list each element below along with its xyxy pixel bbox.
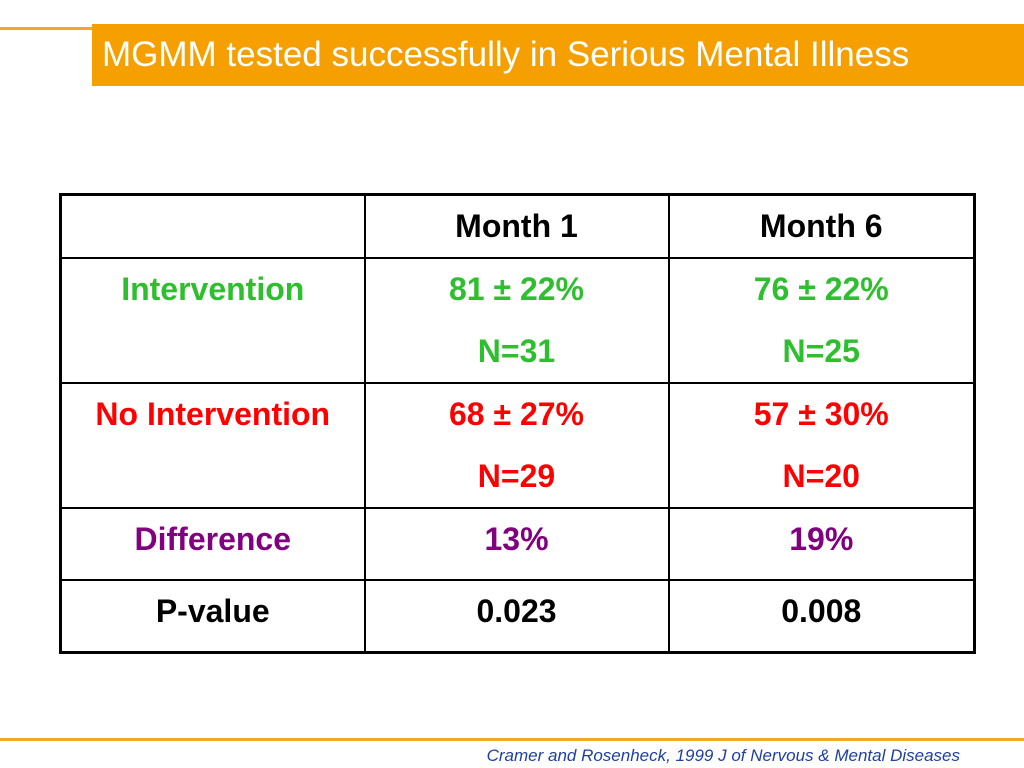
cell-intervention-month6: 76 ± 22% N=25 <box>667 257 976 384</box>
table-header-row: Month 1 Month 6 <box>59 193 976 259</box>
n-intervention-month6: N=25 <box>782 333 860 369</box>
slide-title: MGMM tested successfully in Serious Ment… <box>102 35 910 74</box>
value-difference-month1: 13% <box>484 521 549 557</box>
footer-accent-line <box>0 738 1024 741</box>
value-intervention-month1: 81 ± 22% <box>449 271 584 307</box>
cell-pvalue-month1: 0.023 <box>363 579 670 654</box>
cell-no-intervention-month1: 68 ± 27% N=29 <box>363 382 670 509</box>
cell-no-intervention-month6: 57 ± 30% N=20 <box>667 382 976 509</box>
header-cell-month6: Month 6 <box>667 193 976 259</box>
title-bar: MGMM tested successfully in Serious Ment… <box>92 24 1024 86</box>
value-difference-month6: 19% <box>789 521 854 557</box>
table-row-pvalue: P-value 0.023 0.008 <box>59 579 976 654</box>
cell-intervention-month1: 81 ± 22% N=31 <box>363 257 670 384</box>
value-no-intervention-month6: 57 ± 30% <box>753 396 889 432</box>
title-accent-line <box>0 27 92 30</box>
results-table: Month 1 Month 6 Intervention 81 ± 22% N=… <box>59 193 976 654</box>
table-row-difference: Difference 13% 19% <box>59 507 976 581</box>
value-pvalue-month6: 0.008 <box>781 593 862 629</box>
value-no-intervention-month1: 68 ± 27% <box>449 396 584 432</box>
value-intervention-month6: 76 ± 22% <box>753 271 889 307</box>
row-label-difference: Difference <box>59 507 366 581</box>
citation-text: Cramer and Rosenheck, 1999 J of Nervous … <box>486 746 960 765</box>
row-label-intervention: Intervention <box>59 257 366 384</box>
header-cell-empty <box>59 193 366 259</box>
cell-difference-month6: 19% <box>667 507 976 581</box>
n-no-intervention-month1: N=29 <box>477 458 556 494</box>
table-row-intervention: Intervention 81 ± 22% N=31 76 ± 22% N=25 <box>59 257 976 384</box>
table-row-no-intervention: No Intervention 68 ± 27% N=29 57 ± 30% N… <box>59 382 976 509</box>
n-no-intervention-month6: N=20 <box>782 458 860 494</box>
row-label-no-intervention: No Intervention <box>59 382 366 509</box>
cell-pvalue-month6: 0.008 <box>667 579 976 654</box>
cell-difference-month1: 13% <box>363 507 670 581</box>
value-pvalue-month1: 0.023 <box>476 593 557 629</box>
n-intervention-month1: N=31 <box>477 333 556 369</box>
header-cell-month1: Month 1 <box>363 193 670 259</box>
row-label-pvalue: P-value <box>59 579 366 654</box>
